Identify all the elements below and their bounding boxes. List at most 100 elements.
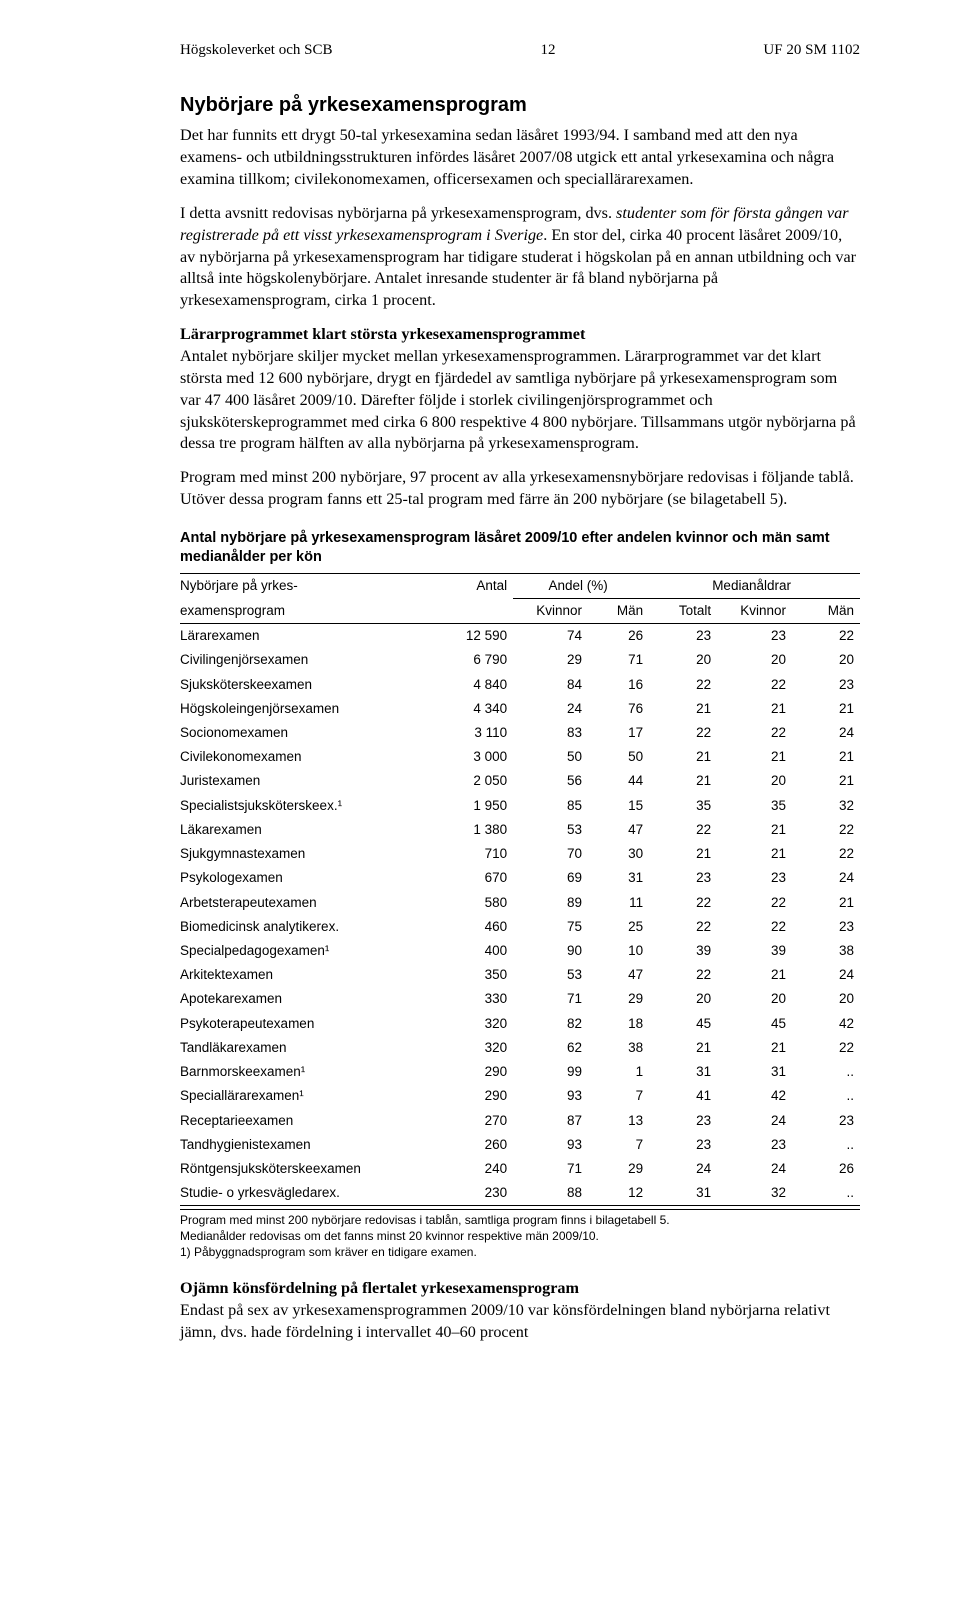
paragraph-5: Endast på sex av yrkesexamensprogrammen … [180,1301,830,1341]
header-left: Högskoleverket och SCB [180,40,332,60]
cell-t: 22 [649,673,717,697]
paragraph-2a: I detta avsnitt redovisas nybörjarna på … [180,204,616,222]
footnote-3: 1) Påbyggnadsprogram som kräver en tidig… [180,1245,860,1261]
table-row: Juristexamen2 0505644212021 [180,769,860,793]
table-body: Lärarexamen12 5907426232322Civilingenjör… [180,624,860,1206]
cell-mm: .. [792,1133,860,1157]
th-antal: Antal [432,573,514,598]
cell-t: 45 [649,1012,717,1036]
table-row: Receptarieexamen2708713232423 [180,1109,860,1133]
cell-mk: 23 [717,624,792,649]
cell-antal: 270 [432,1109,514,1133]
cell-mk: 22 [717,721,792,745]
paragraph-2: I detta avsnitt redovisas nybörjarna på … [180,203,860,312]
cell-label: Arkitektexamen [180,963,432,987]
cell-label: Psykologexamen [180,866,432,890]
paragraph-3: Antalet nybörjare skiljer mycket mellan … [180,347,856,452]
table-row: Sjukgymnastexamen7107030212122 [180,842,860,866]
cell-mm: 22 [792,842,860,866]
cell-t: 22 [649,818,717,842]
header-right: UF 20 SM 1102 [763,40,860,60]
th-blank [432,598,514,623]
subhead-1: Lärarprogrammet klart största yrkesexame… [180,325,585,343]
cell-antal: 2 050 [432,769,514,793]
cell-m: 26 [588,624,649,649]
cell-t: 21 [649,769,717,793]
th-man-age: Män [792,598,860,623]
paragraph-4: Program med minst 200 nybörjare, 97 proc… [180,467,860,511]
cell-mm: 22 [792,818,860,842]
cell-m: 71 [588,648,649,672]
cell-t: 21 [649,745,717,769]
cell-mm: .. [792,1060,860,1084]
cell-m: 10 [588,939,649,963]
paragraph-3-block: Lärarprogrammet klart största yrkesexame… [180,324,860,455]
cell-m: 25 [588,915,649,939]
cell-t: 20 [649,987,717,1011]
table-row: Högskoleingenjörsexamen4 3402476212121 [180,697,860,721]
cell-mm: 20 [792,648,860,672]
cell-antal: 580 [432,891,514,915]
cell-label: Apotekarexamen [180,987,432,1011]
cell-mk: 24 [717,1157,792,1181]
th-group-median: Medianåldrar [649,573,860,598]
table-row: Speciallärarexamen¹2909374142.. [180,1084,860,1108]
cell-mm: 24 [792,721,860,745]
cell-t: 22 [649,963,717,987]
table-row: Psykologexamen6706931232324 [180,866,860,890]
cell-t: 23 [649,1109,717,1133]
cell-t: 31 [649,1060,717,1084]
cell-mk: 39 [717,939,792,963]
table-row: Socionomexamen3 1108317222224 [180,721,860,745]
cell-mm: 24 [792,866,860,890]
cell-t: 20 [649,648,717,672]
cell-m: 18 [588,1012,649,1036]
table-row: Barnmorskeexamen¹2909913131.. [180,1060,860,1084]
cell-kv: 87 [513,1109,588,1133]
th-man-pct: Män [588,598,649,623]
cell-m: 29 [588,987,649,1011]
data-table: Nybörjare på yrkes- Antal Andel (%) Medi… [180,573,860,1207]
cell-m: 1 [588,1060,649,1084]
cell-mm: 21 [792,891,860,915]
cell-m: 50 [588,745,649,769]
cell-mk: 20 [717,648,792,672]
cell-m: 12 [588,1181,649,1206]
cell-kv: 99 [513,1060,588,1084]
cell-mk: 20 [717,987,792,1011]
cell-antal: 4 840 [432,673,514,697]
cell-t: 39 [649,939,717,963]
cell-kv: 93 [513,1133,588,1157]
table-head-row-2: examensprogram Kvinnor Män Totalt Kvinno… [180,598,860,623]
table-row: Arbetsterapeutexamen5808911222221 [180,891,860,915]
table-footnotes: Program med minst 200 nybörjare redovisa… [180,1209,860,1260]
cell-mm: 23 [792,1109,860,1133]
cell-mk: 22 [717,891,792,915]
cell-kv: 53 [513,963,588,987]
cell-mm: 23 [792,673,860,697]
cell-mk: 32 [717,1181,792,1206]
table-head-row-1: Nybörjare på yrkes- Antal Andel (%) Medi… [180,573,860,598]
cell-t: 21 [649,1036,717,1060]
cell-label: Läkarexamen [180,818,432,842]
cell-kv: 74 [513,624,588,649]
cell-mm: .. [792,1181,860,1206]
cell-mk: 22 [717,673,792,697]
table-row: Civilingenjörsexamen6 7902971202020 [180,648,860,672]
cell-mm: 26 [792,1157,860,1181]
cell-kv: 83 [513,721,588,745]
cell-label: Civilingenjörsexamen [180,648,432,672]
cell-mm: 38 [792,939,860,963]
cell-antal: 320 [432,1036,514,1060]
cell-mk: 21 [717,697,792,721]
cell-mk: 24 [717,1109,792,1133]
table-row: Biomedicinsk analytikerex.4607525222223 [180,915,860,939]
cell-m: 31 [588,866,649,890]
page-header: Högskoleverket och SCB 12 UF 20 SM 1102 [180,40,860,60]
table-row: Arkitektexamen3505347222124 [180,963,860,987]
cell-mm: 22 [792,624,860,649]
cell-label: Specialistsjuksköterskeex.¹ [180,794,432,818]
th-kvinnor-pct: Kvinnor [513,598,588,623]
cell-mk: 22 [717,915,792,939]
cell-m: 38 [588,1036,649,1060]
